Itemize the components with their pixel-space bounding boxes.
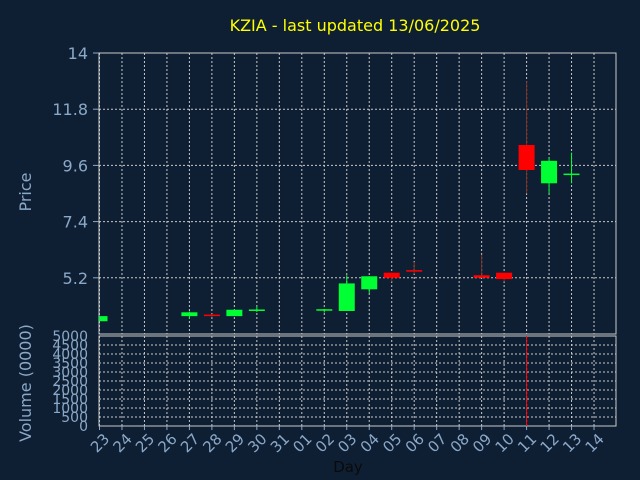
volume-tick-label: 2500 xyxy=(52,374,88,390)
x-axis-title: Day xyxy=(333,458,363,476)
chart-title: KZIA - last updated 13/06/2025 xyxy=(230,16,481,35)
price-tick-label: 7.4 xyxy=(63,213,88,232)
candle-body xyxy=(316,309,333,311)
candle-body xyxy=(248,309,265,312)
candle-body xyxy=(541,160,558,184)
candle-body xyxy=(563,173,580,176)
volume-tick-label: 3000 xyxy=(52,365,88,381)
price-axis-title: Price xyxy=(16,172,35,211)
volume-plot-frame xyxy=(98,335,617,427)
price-tick-label: 9.6 xyxy=(63,156,88,175)
candle-body xyxy=(361,276,378,290)
candle-body xyxy=(226,309,243,317)
price-tick-label: 5.2 xyxy=(63,269,88,288)
candle-body xyxy=(181,312,198,317)
candle-body xyxy=(496,272,513,280)
volume-tick-label: 1000 xyxy=(52,401,88,417)
volume-tick-label: 500 xyxy=(61,410,88,426)
x-axis: 2324252627282930310102030405060708091011… xyxy=(87,426,608,456)
x-tick-label: 14 xyxy=(582,430,608,456)
candle-body xyxy=(338,283,355,312)
price-plot-frame xyxy=(98,52,617,335)
candle-body xyxy=(473,275,490,278)
candle-body xyxy=(518,144,535,170)
volume-tick-label: 1500 xyxy=(52,392,88,408)
volume-tick-label: 5000 xyxy=(52,329,88,345)
candle-body xyxy=(203,314,220,317)
candle-body xyxy=(383,272,400,278)
price-panel: 14 11.8 9.6 7.4 5.2 xyxy=(52,44,617,335)
price-tick-label: 11.8 xyxy=(52,100,88,119)
volume-axis-title: Volume (0000) xyxy=(16,324,35,442)
volume-tick-label: 0 xyxy=(79,419,88,435)
volume-tick-label: 4000 xyxy=(52,347,88,363)
candle-body xyxy=(406,270,423,272)
volume-tick-label: 2000 xyxy=(52,383,88,399)
candle-body xyxy=(99,316,108,322)
volume-tick-label: 4500 xyxy=(52,338,88,354)
price-tick-label: 14 xyxy=(68,44,88,63)
volume-tick-label: 3500 xyxy=(52,356,88,372)
